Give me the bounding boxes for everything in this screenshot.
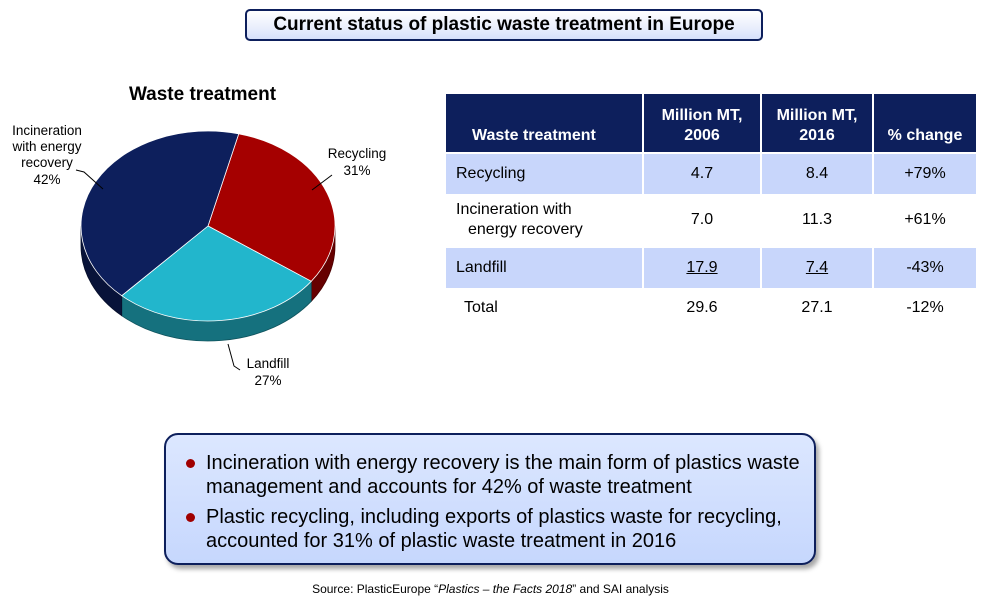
table-header-row: Waste treatment Million MT, 2006 Million … bbox=[446, 94, 976, 153]
pie-value-landfill: 27% bbox=[254, 373, 281, 388]
pie-chart: Recycling 31% Landfill 27% Incineration … bbox=[11, 123, 387, 388]
cell-change: -43% bbox=[872, 246, 976, 288]
cell-change: -12% bbox=[872, 288, 976, 328]
col-header-2006: Million MT, 2006 bbox=[642, 94, 761, 153]
source-prefix: Source: PlasticEurope “ bbox=[312, 582, 439, 596]
cell-2006: 17.9 bbox=[642, 246, 761, 288]
col-header-treatment: Waste treatment bbox=[446, 94, 643, 153]
pie-label-incineration-2: with energy bbox=[11, 139, 81, 154]
pie-label-recycling: Recycling bbox=[328, 146, 387, 161]
cell-treatment: Incineration with energy recovery bbox=[446, 194, 643, 247]
cell-change: +79% bbox=[872, 152, 976, 194]
pie-value-recycling: 31% bbox=[343, 163, 370, 178]
cell-2016: 11.3 bbox=[760, 194, 873, 247]
bullet-icon bbox=[186, 459, 195, 468]
table-row-total: Total 29.6 27.1 -12% bbox=[446, 288, 976, 328]
pie-leader-line-2 bbox=[75, 169, 104, 190]
pie-top-layer bbox=[80, 130, 336, 322]
finding-item: Plastic recycling, including exports of … bbox=[184, 505, 804, 553]
cell-treatment: Landfill bbox=[446, 246, 643, 288]
pie-leader-line-0 bbox=[311, 174, 333, 191]
pie-label-landfill: Landfill bbox=[247, 356, 290, 371]
chart-title: Waste treatment bbox=[128, 84, 277, 105]
table-row: Landfill 17.9 7.4 -43% bbox=[446, 246, 976, 288]
source-note: Source: PlasticEurope “Plastics – the Fa… bbox=[0, 582, 981, 596]
finding-item: Incineration with energy recovery is the… bbox=[184, 451, 804, 499]
pie-leader-lines bbox=[75, 169, 333, 371]
cell-2006: 4.7 bbox=[642, 152, 761, 194]
cell-treatment: Total bbox=[446, 288, 643, 328]
source-suffix: ” and SAI analysis bbox=[572, 582, 669, 596]
cell-2016: 7.4 bbox=[760, 246, 873, 288]
cell-treatment: Recycling bbox=[446, 152, 643, 194]
source-title: Plastics – the Facts 2018 bbox=[438, 582, 573, 596]
pie-slice-recycling bbox=[207, 133, 336, 282]
col-header-change: % change bbox=[872, 94, 976, 153]
finding-text: Incineration with energy recovery is the… bbox=[206, 452, 800, 498]
cell-2016: 8.4 bbox=[760, 152, 873, 194]
table-row: Recycling 4.7 8.4 +79% bbox=[446, 152, 976, 194]
cell-2006: 7.0 bbox=[642, 194, 761, 247]
cell-2006: 29.6 bbox=[642, 288, 761, 328]
waste-treatment-table: Waste treatment Million MT, 2006 Million … bbox=[446, 94, 976, 328]
pie-slice-incineration bbox=[80, 130, 240, 297]
col-header-2016: Million MT, 2016 bbox=[760, 94, 873, 153]
cell-2016: 27.1 bbox=[760, 288, 873, 328]
key-findings-box: Incineration with energy recovery is the… bbox=[164, 433, 816, 565]
pie-label-incineration-1: Incineration bbox=[12, 123, 82, 138]
cell-2016-value: 7.4 bbox=[805, 259, 829, 276]
pie-value-incineration: 42% bbox=[33, 172, 60, 187]
cell-change: +61% bbox=[872, 194, 976, 247]
pie-leader-line-1 bbox=[227, 343, 241, 371]
pie-label-incineration-3: recovery bbox=[21, 155, 73, 170]
table-row: Incineration with energy recovery 7.0 11.… bbox=[446, 194, 976, 247]
finding-text: Plastic recycling, including exports of … bbox=[206, 506, 782, 552]
page-title: Current status of plastic waste treatmen… bbox=[245, 9, 763, 41]
pie-slice-landfill bbox=[121, 225, 312, 322]
cell-2006-value: 17.9 bbox=[686, 259, 718, 276]
bullet-icon bbox=[186, 513, 195, 522]
